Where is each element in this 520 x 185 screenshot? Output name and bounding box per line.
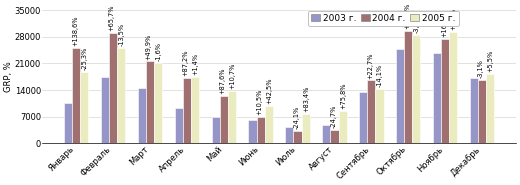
Bar <box>322 125 330 143</box>
Bar <box>302 114 310 143</box>
Bar <box>375 89 384 143</box>
Y-axis label: GRP, %: GRP, % <box>4 61 13 92</box>
Bar <box>146 61 154 143</box>
Text: +13,5%: +13,5% <box>404 3 410 29</box>
Bar <box>367 80 375 143</box>
Text: -24,7%: -24,7% <box>330 104 336 128</box>
Bar <box>285 127 293 143</box>
Bar <box>249 120 256 143</box>
Text: -24,1%: -24,1% <box>293 106 300 129</box>
Bar <box>72 48 80 143</box>
Bar <box>212 117 219 143</box>
Bar <box>359 92 367 143</box>
Legend: 2003 г., 2004 г., 2005 г.: 2003 г., 2004 г., 2005 г. <box>308 11 459 26</box>
Bar <box>441 39 449 143</box>
Text: +1,4%: +1,4% <box>192 53 198 75</box>
Bar <box>191 77 199 143</box>
Text: +138,6%: +138,6% <box>72 16 78 46</box>
Bar <box>330 130 339 143</box>
Bar <box>396 49 404 143</box>
Bar <box>138 88 146 143</box>
Text: +5,5%: +5,5% <box>488 50 493 72</box>
Bar <box>265 106 273 143</box>
Bar <box>109 33 117 143</box>
Bar <box>449 32 458 143</box>
Text: +16,0%: +16,0% <box>441 10 447 37</box>
Text: -3,4%: -3,4% <box>414 14 420 33</box>
Text: +22,7%: +22,7% <box>367 52 373 79</box>
Bar <box>478 80 486 143</box>
Text: -13,5%: -13,5% <box>119 23 124 46</box>
Bar <box>101 77 109 143</box>
Text: +42,5%: +42,5% <box>266 78 272 104</box>
Text: +75,8%: +75,8% <box>340 83 346 109</box>
Bar <box>339 111 347 143</box>
Bar <box>219 96 228 143</box>
Text: +6,9%: +6,9% <box>451 8 457 30</box>
Text: +65,7%: +65,7% <box>109 4 115 31</box>
Text: -14,1%: -14,1% <box>377 64 383 87</box>
Text: +87,6%: +87,6% <box>219 67 226 94</box>
Bar <box>256 117 265 143</box>
Text: +83,4%: +83,4% <box>303 86 309 112</box>
Bar <box>404 31 412 143</box>
Text: -1,6%: -1,6% <box>155 42 161 61</box>
Text: +49,9%: +49,9% <box>146 33 152 60</box>
Text: +87,2%: +87,2% <box>183 49 189 76</box>
Bar <box>486 74 495 143</box>
Text: +10,7%: +10,7% <box>229 63 235 89</box>
Bar <box>228 91 236 143</box>
Bar <box>293 131 302 143</box>
Text: +10,5%: +10,5% <box>256 89 263 115</box>
Bar <box>175 108 183 143</box>
Text: -3,1%: -3,1% <box>478 59 484 78</box>
Text: -25,3%: -25,3% <box>82 47 87 70</box>
Bar <box>412 35 421 143</box>
Bar <box>470 78 478 143</box>
Bar <box>64 103 72 143</box>
Bar <box>117 48 125 143</box>
Bar <box>154 63 162 143</box>
Bar <box>183 78 191 143</box>
Bar <box>80 72 88 143</box>
Bar <box>433 53 441 143</box>
